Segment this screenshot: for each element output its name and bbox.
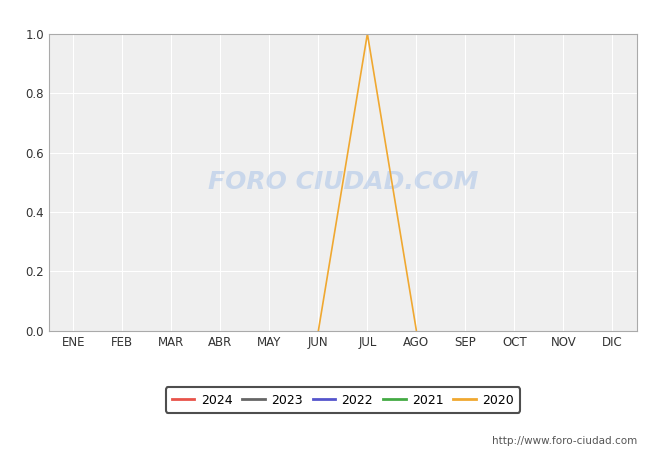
Text: http://www.foro-ciudad.com: http://www.foro-ciudad.com [492, 436, 637, 446]
Legend: 2024, 2023, 2022, 2021, 2020: 2024, 2023, 2022, 2021, 2020 [166, 387, 520, 413]
Text: Matriculaciones de Vehiculos en Cepeda la Mora: Matriculaciones de Vehiculos en Cepeda l… [124, 5, 526, 23]
Text: FORO CIUDAD.COM: FORO CIUDAD.COM [208, 170, 478, 194]
